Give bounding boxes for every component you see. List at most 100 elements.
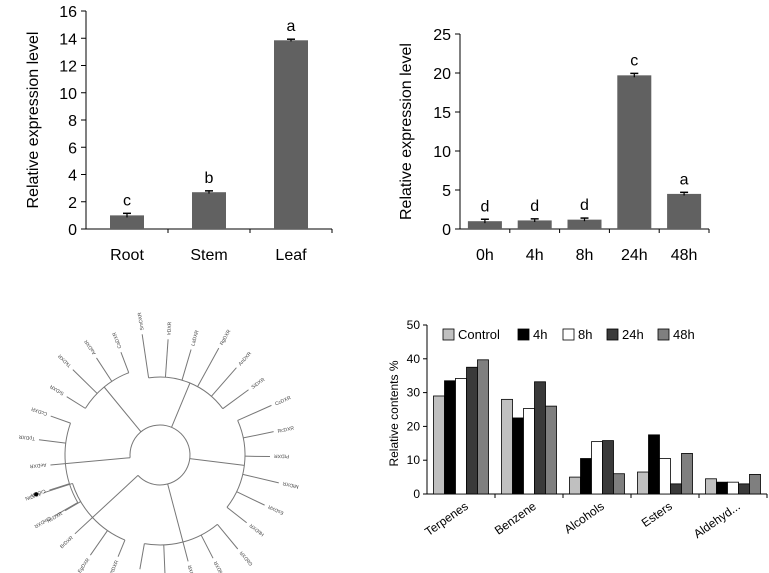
- y-tick-label: 20: [433, 66, 451, 83]
- y-tick-label: 10: [407, 453, 421, 467]
- tree-leaf-label: RcDXR: [46, 511, 64, 525]
- y-tick-label: 2: [68, 195, 77, 212]
- bar-control: [705, 478, 717, 495]
- y-tick-label: 15: [433, 105, 451, 122]
- tree-branch: [182, 541, 189, 562]
- x-tick-label: 4h: [526, 247, 544, 264]
- bar-48h: [545, 405, 557, 495]
- bar-48h: [477, 359, 489, 495]
- legend-swatch: [562, 328, 575, 341]
- y-axis-label: Relative contents %: [387, 360, 401, 466]
- tree-leaf-label: HbDXR: [248, 522, 265, 537]
- x-tick-label: Stem: [190, 247, 227, 264]
- y-axis-label: Relative expression level: [25, 32, 42, 209]
- y-tick-label: 50: [407, 318, 421, 332]
- tree-branch: [89, 530, 108, 556]
- tree-leaf-label: LcDXR: [187, 564, 197, 573]
- legend-swatch: [442, 328, 455, 341]
- tree-leaf-label: EgDXR: [77, 557, 92, 573]
- y-tick-label: 6: [68, 140, 77, 157]
- x-tick-label: 8h: [576, 247, 594, 264]
- tree-leaf-label: MiDXR: [213, 560, 226, 573]
- tree-branch: [197, 347, 220, 387]
- x-tick-label: 24h: [621, 247, 648, 264]
- bar: [274, 40, 308, 230]
- y-tick-label: 0: [68, 222, 77, 239]
- tree-branch: [72, 369, 98, 394]
- tree-leaf-label: CcDXR: [274, 395, 292, 407]
- tree-leaf-label: PtDXR: [109, 559, 121, 573]
- y-tick-label: 25: [433, 27, 451, 44]
- x-tick-label: Aldehyd...: [691, 499, 743, 541]
- significance-letter: c: [123, 192, 131, 209]
- tree-branch: [103, 386, 142, 433]
- significance-letter: a: [680, 171, 689, 188]
- bar: [192, 192, 226, 229]
- tree-leaf-label: SmDXR: [137, 312, 146, 331]
- y-tick-label: 12: [59, 59, 77, 76]
- tree-branch: [216, 524, 239, 550]
- bar-48h: [613, 473, 625, 495]
- tree-branch: [211, 367, 237, 397]
- tree-leaf-label: TkDXR: [57, 352, 73, 368]
- bar-8h: [727, 481, 739, 495]
- legend-label: 24h: [622, 327, 644, 342]
- bar: [617, 75, 652, 229]
- chart-expression-timecourse: 0 5 10 15 20 25 d 0h d 4h d 8h c 24h a 48h Relative expr…: [398, 27, 710, 264]
- tree-branch: [43, 482, 73, 494]
- bar-4h: [716, 481, 728, 495]
- tree-branch: [64, 501, 81, 512]
- legend-label: Control: [458, 327, 500, 342]
- x-tick-label: Terpenes: [422, 499, 470, 539]
- tree-root-arc: [129, 424, 191, 486]
- tree-highlight-marker: [34, 492, 39, 497]
- bar: [517, 220, 552, 229]
- tree-branch: [117, 539, 126, 557]
- tree-branch: [65, 457, 131, 465]
- x-tick-label: 0h: [476, 247, 494, 264]
- significance-letter: a: [287, 18, 296, 35]
- legend-swatch: [657, 328, 670, 341]
- tree-branch: [243, 431, 274, 439]
- tree-branch: [236, 491, 265, 506]
- bar: [567, 219, 602, 229]
- tree-clade-arc: [148, 376, 224, 410]
- y-tick-label: 0: [413, 487, 420, 501]
- bar-control: [637, 471, 649, 495]
- tree-leaf-label: GbDXR: [239, 549, 255, 566]
- phylogenetic-tree: CmDXRCiDXRAeDXRTpDXRCcDXRSrDXRTkDXRAaDXR…: [18, 312, 299, 573]
- x-tick-label: Leaf: [275, 247, 307, 264]
- bar-24h: [602, 440, 614, 495]
- tree-clade-arc: [84, 372, 129, 409]
- bar-48h: [681, 453, 693, 495]
- bar-4h: [648, 434, 660, 495]
- bar-24h: [534, 381, 546, 495]
- y-tick-label: 0: [442, 222, 451, 239]
- y-tick-label: 5: [442, 183, 451, 200]
- legend-swatch: [517, 328, 530, 341]
- tree-leaf-label: IrDXR: [166, 321, 173, 335]
- bar-24h: [738, 483, 750, 495]
- tree-branch: [74, 517, 93, 535]
- tree-branch: [237, 404, 272, 421]
- y-tick-label: 40: [407, 352, 421, 366]
- tree-leaf-label: EsDXR: [267, 503, 285, 516]
- tree-branch: [38, 439, 66, 444]
- tree-leaf-label: BrDXR: [59, 535, 75, 550]
- bar-4h: [580, 458, 592, 495]
- tree-leaf-label: SiDXR: [251, 377, 267, 391]
- tree-leaf-label: AaDXR: [83, 338, 97, 356]
- tree-leaf-label: RcDXR: [277, 425, 295, 434]
- legend-swatch: [606, 328, 619, 341]
- tree-leaf-label: CcDXR: [30, 405, 48, 416]
- tree-branch: [163, 544, 166, 573]
- tree-leaf-label: AeDXR: [29, 461, 47, 469]
- tree-branch: [171, 382, 191, 428]
- bar: [467, 221, 502, 229]
- significance-letter: d: [530, 198, 539, 215]
- tree-branch: [92, 475, 139, 518]
- y-tick-label: 4: [68, 168, 77, 185]
- tree-branch: [164, 339, 169, 378]
- tree-leaf-label: AnDXR: [238, 351, 254, 368]
